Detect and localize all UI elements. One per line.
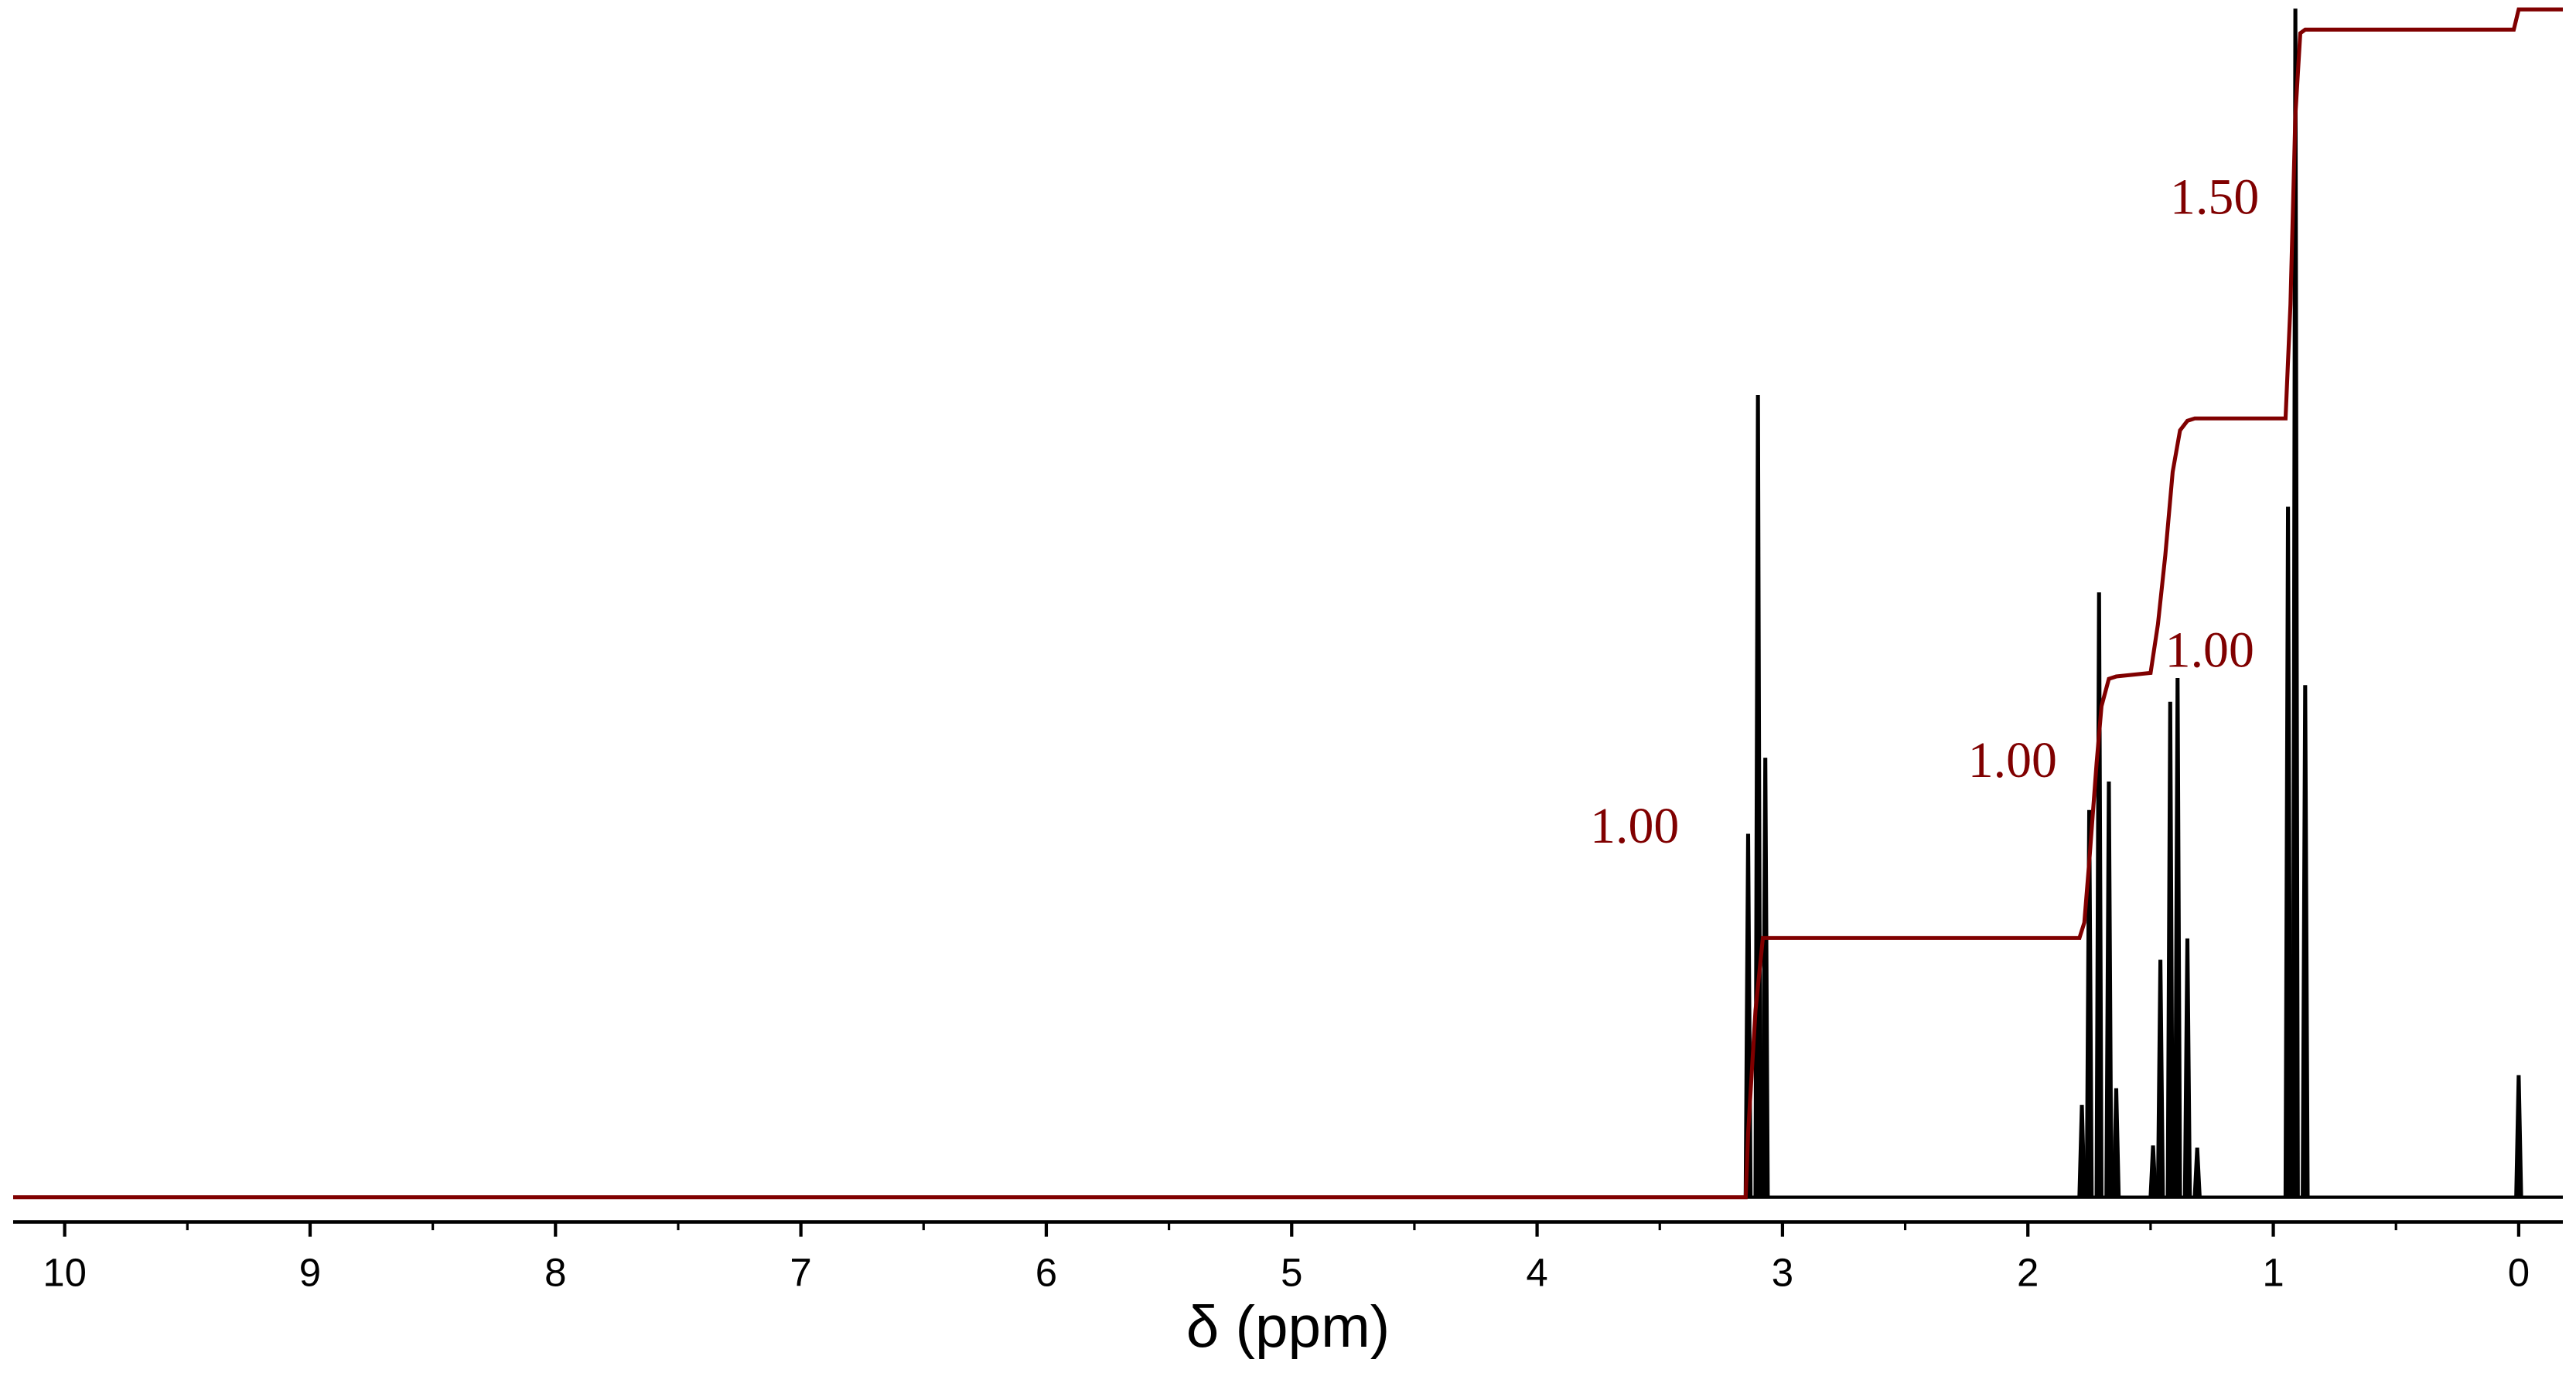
integration-label: 1.00: [1590, 798, 1679, 854]
x-tick-label: 9: [299, 1250, 321, 1294]
peak: [2094, 592, 2103, 1198]
x-tick-label: 6: [1036, 1250, 1057, 1294]
peak: [2111, 1088, 2121, 1198]
x-axis-label: δ (ppm): [1186, 1294, 1390, 1360]
x-tick-label: 8: [544, 1250, 566, 1294]
x-tick-label: 3: [1772, 1250, 1793, 1294]
peak: [2283, 506, 2293, 1198]
integration-label: 1.50: [2170, 169, 2259, 225]
peak: [2084, 809, 2094, 1198]
peak: [2192, 1147, 2202, 1198]
peak: [2165, 701, 2175, 1198]
peak: [2104, 781, 2114, 1198]
x-tick-label: 1: [2262, 1250, 2284, 1294]
peak: [2182, 938, 2192, 1198]
peak: [2514, 1075, 2523, 1198]
peak: [2148, 1145, 2158, 1198]
x-tick-label: 0: [2508, 1250, 2530, 1294]
x-tick-label: 7: [790, 1250, 811, 1294]
x-tick-label: 2: [2017, 1250, 2039, 1294]
peak: [2291, 9, 2300, 1198]
peak: [2173, 678, 2182, 1198]
peak: [2301, 685, 2310, 1198]
x-tick-label: 5: [1281, 1250, 1302, 1294]
x-tick-label: 4: [1526, 1250, 1547, 1294]
x-tick-label: 10: [43, 1250, 87, 1294]
integral-curve: [12, 7, 2564, 1200]
peak: [2155, 959, 2165, 1198]
peak: [1760, 758, 1770, 1198]
peak: [2077, 1105, 2086, 1198]
integration-label: 1.00: [1968, 732, 2057, 789]
integration-label: 1.00: [2165, 622, 2254, 679]
